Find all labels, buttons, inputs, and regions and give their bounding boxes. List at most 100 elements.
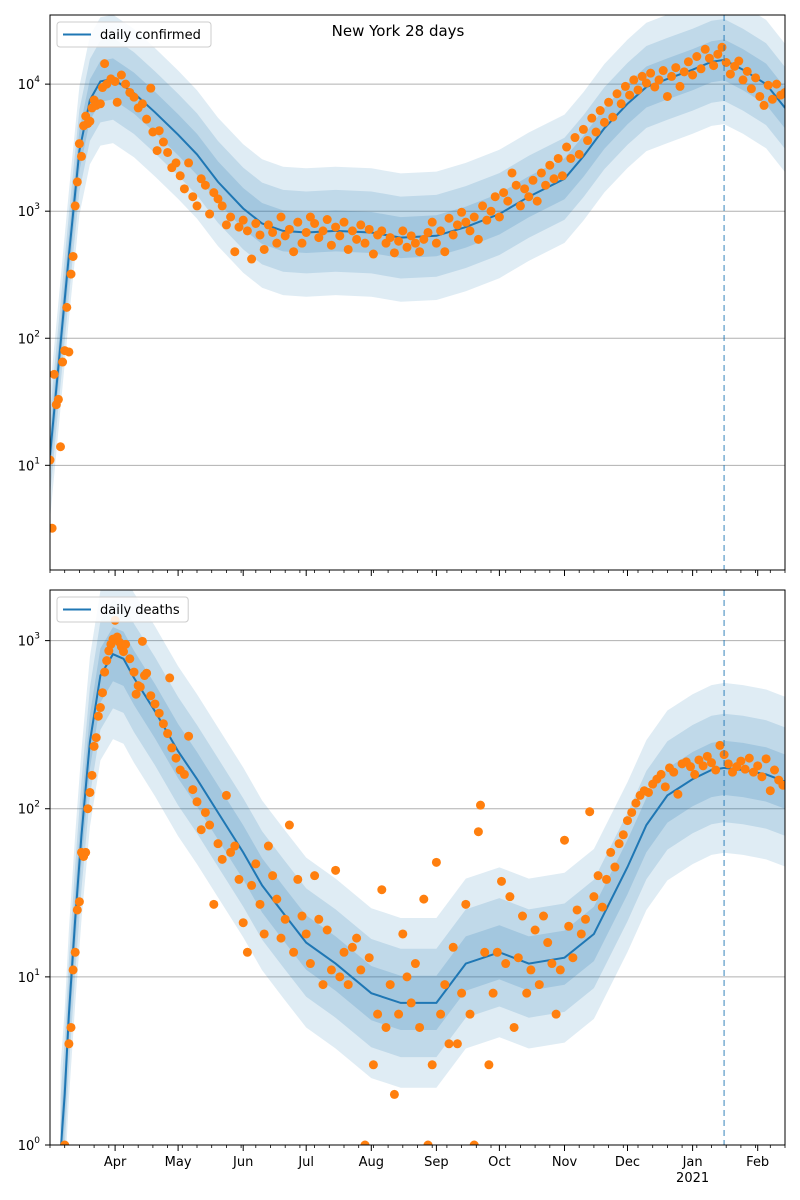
confidence-band-1 [50, 15, 785, 520]
data-point [564, 921, 574, 931]
data-point [301, 929, 311, 939]
data-point [476, 800, 485, 810]
data-point [179, 769, 189, 779]
data-point [167, 743, 177, 753]
data-point [713, 49, 723, 59]
data-point [501, 959, 511, 969]
data-point [625, 90, 635, 100]
data-point [247, 254, 257, 264]
data-point [627, 807, 637, 817]
data-point [360, 1140, 370, 1145]
data-point [406, 231, 416, 241]
data-point [585, 807, 595, 817]
data-point [751, 73, 761, 83]
data-point [158, 137, 168, 147]
data-point [721, 57, 731, 67]
data-point [326, 965, 336, 975]
data-point [431, 857, 441, 867]
data-point [58, 357, 68, 367]
data-point [335, 972, 345, 982]
data-point [125, 654, 135, 664]
data-point [511, 180, 521, 190]
data-point [581, 914, 590, 924]
data-point [725, 69, 735, 79]
data-point [620, 81, 630, 91]
data-point [570, 133, 580, 143]
data-point [427, 1060, 437, 1070]
data-point [415, 1022, 425, 1032]
data-point [641, 78, 651, 88]
data-point [68, 965, 78, 975]
data-point [331, 865, 341, 875]
data-point [335, 231, 345, 241]
data-point [74, 139, 84, 149]
data-point [293, 217, 303, 227]
data-point [95, 99, 105, 109]
data-point [398, 929, 408, 939]
data-point [100, 667, 110, 677]
legend: daily deaths [56, 596, 189, 623]
data-point [482, 215, 492, 225]
data-point [560, 835, 569, 845]
data-point [213, 839, 223, 849]
data-point [226, 212, 236, 222]
data-point [272, 894, 282, 904]
data-point [497, 876, 506, 886]
data-point [566, 153, 576, 163]
data-point [452, 220, 462, 230]
y-tick-label: 102 [18, 800, 40, 818]
data-point [469, 212, 479, 222]
data-point [734, 56, 744, 66]
data-point [402, 972, 412, 982]
data-point [499, 188, 509, 198]
data-point [331, 222, 341, 232]
data-point [528, 175, 538, 185]
data-point [175, 171, 185, 181]
data-point [381, 1022, 391, 1032]
data-point [513, 953, 523, 963]
data-point [131, 689, 141, 699]
data-point [179, 184, 189, 194]
data-point [515, 201, 525, 211]
data-point [583, 136, 593, 146]
data-point [230, 841, 240, 851]
data-point [72, 177, 82, 187]
data-point [297, 238, 307, 248]
data-point [68, 251, 78, 261]
data-point [297, 911, 307, 921]
data-point [746, 84, 756, 94]
data-point [667, 71, 677, 81]
data-point [541, 180, 551, 190]
data-point [230, 247, 240, 257]
data-point [444, 213, 454, 223]
data-point [488, 988, 498, 998]
data-point [154, 708, 164, 718]
data-point [574, 149, 584, 159]
data-point [322, 925, 332, 935]
data-point [757, 772, 767, 782]
data-point [436, 226, 446, 236]
data-point [698, 761, 708, 771]
data-point [301, 227, 311, 237]
data-point [606, 847, 616, 857]
data-point [146, 83, 156, 93]
data-point [709, 61, 719, 71]
data-point [98, 688, 107, 698]
data-point [217, 201, 227, 211]
data-point [91, 733, 101, 743]
data-point [623, 816, 632, 826]
data-point [347, 942, 357, 952]
data-point [385, 233, 395, 243]
data-point [110, 76, 120, 86]
data-point [200, 807, 210, 817]
data-point [247, 880, 257, 890]
y-tick-label: 103 [18, 632, 40, 650]
data-point [50, 455, 55, 465]
data-point [423, 227, 433, 237]
data-point [610, 862, 620, 872]
data-point [568, 953, 578, 963]
data-point [53, 394, 63, 404]
data-point [326, 240, 336, 250]
data-point [591, 127, 601, 137]
data-point [389, 248, 399, 258]
